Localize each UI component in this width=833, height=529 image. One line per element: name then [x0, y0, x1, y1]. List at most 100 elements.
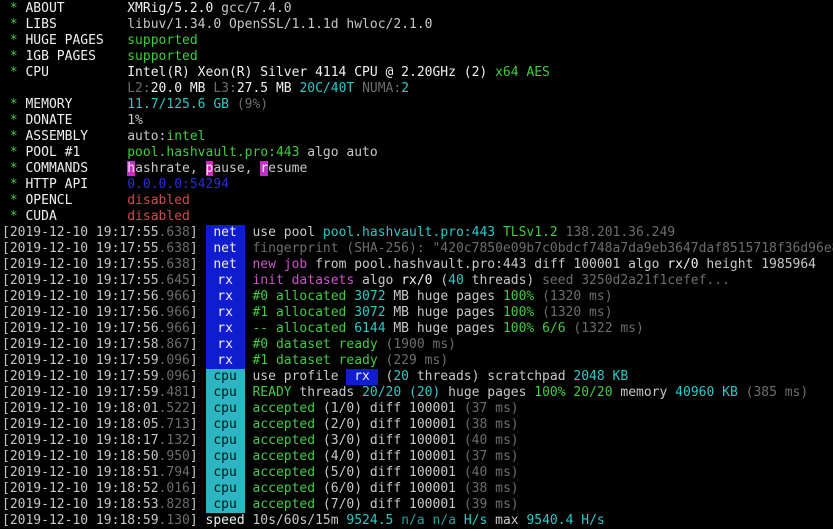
summary-value-segment: ashrate, — [135, 161, 206, 176]
timestamp: [2019-12-10 19:18:05 — [2, 417, 159, 432]
timestamp: [2019-12-10 19:18:17 — [2, 433, 159, 448]
log-line: [2019-12-10 19:18:51.794] cpu accepted (… — [2, 465, 833, 481]
log-segment: 3072 — [354, 289, 386, 304]
log-segment: (1320 ms) — [542, 289, 613, 304]
star-bullet: * — [2, 129, 26, 144]
summary-value-segment: pool.hashvault.pro:443 — [127, 145, 300, 160]
log-segment: READY — [252, 385, 292, 400]
log-segment: accepted — [252, 449, 316, 464]
log-segment: (37 ms) — [463, 449, 519, 464]
timestamp: ] — [189, 321, 206, 336]
log-line: [2019-12-10 19:18:17.132] cpu accepted (… — [2, 433, 833, 449]
summary-value-segment: disabled — [127, 193, 190, 208]
log-segment: 100% 20/20 — [534, 385, 613, 400]
timestamp: ] — [189, 497, 206, 512]
log-segment: #0 allocated — [252, 289, 347, 304]
log-segment: fingerprint (SHA-256): "420c7850e09b7c0b… — [252, 241, 833, 256]
log-segment: (6/0) diff 100001 — [315, 481, 464, 496]
summary-value-segment: disabled — [127, 209, 190, 224]
timestamp: [2019-12-10 19:17:59 — [2, 385, 159, 400]
log-segment: 40960 KB — [675, 385, 746, 400]
log-segment: (7/0) diff 100001 — [315, 497, 464, 512]
summary-value-segment: 27.5 MB — [236, 81, 300, 96]
log-segment: rx — [346, 369, 378, 385]
log-segment: (1/0) diff 100001 — [315, 401, 464, 416]
summary-line: L2:20.0 MB L3:27.5 MB 20C/40T NUMA:2 — [2, 81, 833, 97]
log-segment: (385 ms) — [745, 385, 809, 400]
timestamp: ] — [189, 385, 206, 400]
summary-value-segment: (9%) — [236, 97, 269, 112]
log-segment: (39 ms) — [463, 497, 519, 512]
log-segment: use pool — [252, 225, 323, 240]
log-line: [2019-12-10 19:18:53.828] cpu accepted (… — [2, 497, 833, 513]
timestamp: [2019-12-10 19:17:56 — [2, 289, 159, 304]
log-segment: from pool.hashvault.pro:443 diff 100001 … — [307, 257, 668, 272]
timestamp: ] — [189, 289, 206, 304]
log-segment: accepted — [252, 465, 316, 480]
log-segment: (5/0) diff 100001 — [315, 465, 464, 480]
net-badge: net — [205, 257, 245, 273]
log-segment: use profile — [252, 369, 347, 384]
timestamp-ms: .950 — [158, 449, 190, 464]
log-segment: pool.hashvault.pro:443 — [322, 225, 496, 240]
net-badge: net — [205, 241, 245, 257]
timestamp-ms: .828 — [158, 497, 190, 512]
summary-value-segment: L3: — [213, 81, 237, 96]
summary-value-segment: L2: — [127, 81, 151, 96]
star-bullet: * — [2, 65, 26, 80]
cpu-badge: cpu — [205, 481, 245, 497]
log-segment: n/a n/a — [401, 513, 464, 528]
timestamp: [2019-12-10 19:18:01 — [2, 401, 159, 416]
summary-value-segment: libuv/1.34.0 OpenSSL/1.1.1d hwloc/2.1.0 — [127, 17, 433, 32]
log-line: [2019-12-10 19:18:59.130] speed 10s/60s/… — [2, 513, 833, 529]
summary-value-segment: Intel(R) Xeon(R) Silver 4114 CPU @ 2.20G… — [127, 65, 496, 80]
rx-badge: rx — [205, 305, 245, 321]
log-segment: TLSv1.2 — [502, 225, 558, 240]
log-segment: 138.201.36.249 — [565, 225, 676, 240]
log-line: [2019-12-10 19:17:59.096] cpu use profil… — [2, 369, 833, 385]
rx-badge: rx — [205, 337, 245, 353]
timestamp: [2019-12-10 19:18:52 — [2, 481, 159, 496]
summary-line-opencl: * OPENCL disabled — [2, 193, 833, 209]
summary-label: CUDA — [25, 209, 128, 224]
timestamp-ms: .867 — [158, 337, 190, 352]
timestamp-ms: .130 — [158, 513, 190, 528]
log-segment: MB huge pages — [385, 305, 503, 320]
timestamp-ms: .794 — [158, 465, 190, 480]
timestamp-ms: .713 — [158, 417, 190, 432]
summary-line-http-api: * HTTP API 0.0.0.0:54294 — [2, 177, 833, 193]
log-line: [2019-12-10 19:17:59.096] rx #1 dataset … — [2, 353, 833, 369]
star-bullet: * — [2, 49, 26, 64]
summary-line-pool-1: * POOL #1 pool.hashvault.pro:443 algo au… — [2, 145, 833, 161]
timestamp-ms: .966 — [158, 321, 190, 336]
timestamp: ] — [189, 449, 206, 464]
summary-line-about: * ABOUT XMRig/5.2.0 gcc/7.4.0 — [2, 1, 833, 17]
log-line: [2019-12-10 19:17:56.966] rx -- allocate… — [2, 321, 833, 337]
timestamp-ms: .638 — [158, 225, 190, 240]
summary-value-segment: p — [205, 161, 214, 176]
log-segment: #0 dataset ready — [252, 337, 378, 352]
star-bullet: * — [2, 193, 26, 208]
summary-label: 1GB PAGES — [25, 49, 128, 64]
log-line: [2019-12-10 19:18:01.522] cpu accepted (… — [2, 401, 833, 417]
log-segment: (4/0) diff 100001 — [315, 449, 464, 464]
summary-label: HTTP API — [25, 177, 128, 192]
log-line: [2019-12-10 19:17:55.638] net new job fr… — [2, 257, 833, 273]
timestamp-ms: .096 — [158, 369, 190, 384]
log-segment — [534, 305, 542, 320]
timestamp: ] — [189, 225, 206, 240]
log-segment: 100% — [502, 321, 535, 336]
log-segment: 100% — [502, 289, 535, 304]
net-badge: net — [205, 225, 245, 241]
timestamp: [2019-12-10 19:17:55 — [2, 225, 159, 240]
log-segment: (1900 ms) — [385, 337, 456, 352]
log-segment: MB huge pages — [385, 289, 503, 304]
log-segment — [534, 289, 542, 304]
log-line: [2019-12-10 19:18:52.016] cpu accepted (… — [2, 481, 833, 497]
summary-value-segment: 2 — [401, 81, 410, 96]
timestamp: ] — [189, 257, 206, 272]
log-segment: -- allocated — [252, 321, 347, 336]
summary-line-1gb-pages: * 1GB PAGES supported — [2, 49, 833, 65]
indent — [2, 81, 127, 96]
